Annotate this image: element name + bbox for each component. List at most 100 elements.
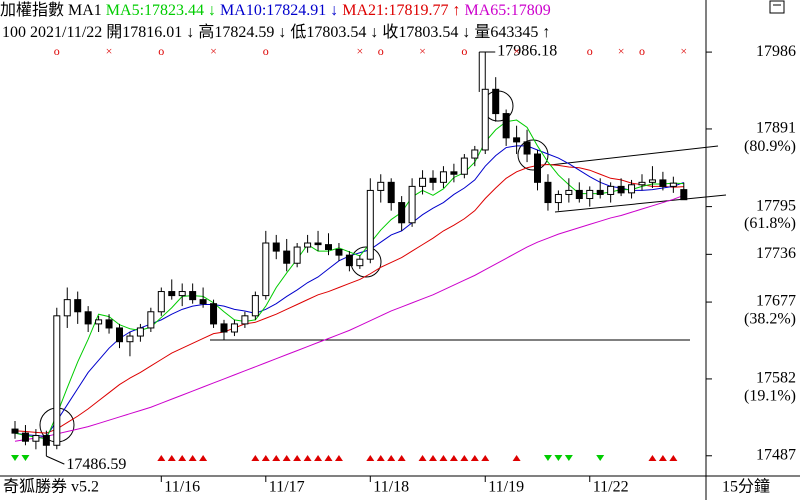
candle-body	[534, 153, 541, 183]
candle-body	[513, 137, 521, 143]
signal-marker: ×	[419, 44, 426, 58]
buy-signal	[366, 455, 375, 461]
legend-item: ↑	[453, 2, 461, 19]
annotation-leader	[46, 455, 65, 465]
candle-body	[596, 189, 604, 195]
candle-body	[377, 181, 385, 191]
candle-body	[502, 113, 510, 139]
candle-body	[638, 181, 646, 186]
candle-body	[272, 242, 280, 252]
candle-body	[680, 189, 688, 201]
buy-signal	[199, 455, 208, 461]
candle-body	[11, 428, 19, 434]
trend-line	[554, 194, 727, 213]
signal-marker: o	[461, 44, 467, 58]
signal-marker: o	[158, 44, 164, 58]
x-tick-label: 11/17	[269, 479, 305, 496]
annotation-low: 17486.59	[66, 456, 126, 473]
x-tick-label: 11/18	[373, 479, 409, 496]
buy-signal	[167, 455, 176, 461]
footer-right: 15分鐘	[722, 478, 770, 496]
candle-body	[220, 323, 228, 333]
fib-label: (80.9%)	[744, 138, 796, 155]
candle-body	[669, 182, 677, 187]
buy-signal	[272, 455, 281, 461]
buy-signal	[261, 455, 270, 461]
candle-body	[554, 193, 562, 204]
buy-signal	[470, 455, 479, 461]
sell-signal	[596, 455, 605, 461]
buy-signal	[397, 455, 406, 461]
buy-signal	[418, 455, 427, 461]
legend-item: 加權指數 MA1	[0, 1, 102, 19]
candle-body	[345, 254, 353, 267]
y-tick-label: 17487	[756, 446, 796, 463]
candle-body	[617, 185, 625, 194]
buy-signal	[303, 455, 312, 461]
sell-signal	[21, 455, 30, 461]
window-button[interactable]	[769, 0, 785, 14]
candle-body	[157, 291, 165, 313]
candle-body	[199, 299, 207, 305]
buy-signal	[334, 455, 343, 461]
info-item: 量643345	[474, 24, 538, 41]
signal-marker: o	[263, 44, 269, 58]
info-item: 高17824.59	[198, 23, 274, 41]
candle-body	[105, 319, 113, 329]
buy-signal	[669, 455, 678, 461]
candle-body	[419, 177, 427, 187]
legend-item: ↓	[208, 2, 216, 19]
candle-body	[492, 88, 500, 115]
signal-marker: ×	[680, 44, 687, 58]
info-item: 100 2021/11/22	[2, 24, 102, 41]
buy-signal	[387, 455, 396, 461]
candle-body	[262, 242, 270, 297]
legend-item: ↓	[330, 2, 338, 19]
candle-body	[304, 242, 312, 248]
candle-body	[544, 181, 552, 204]
signal-marker: o	[378, 44, 384, 58]
candle-body	[450, 171, 458, 175]
candle-body	[314, 242, 322, 246]
candle-body	[168, 291, 176, 297]
candle-body	[147, 311, 155, 329]
y-tick-label: 17736	[756, 245, 796, 262]
header-row-1: 加權指數 MA1 MA5:17823.44 ↓ MA10:17824.91 ↓ MA21:…	[0, 1, 551, 19]
footer-left: 奇狐勝券 v5.2	[3, 478, 99, 496]
candle-body	[429, 177, 437, 183]
buy-signal	[293, 455, 302, 461]
fib-label: (19.1%)	[744, 388, 796, 405]
x-tick-label: 11/22	[593, 479, 629, 496]
candle-body	[471, 149, 479, 159]
candle-body	[439, 171, 447, 183]
candle-body	[481, 88, 489, 151]
info-item: 開17816.01	[106, 24, 182, 41]
legend-item: MA65:17809	[465, 2, 551, 19]
buy-signal	[658, 455, 667, 461]
x-tick-label: 11/16	[164, 479, 200, 496]
candle-body	[74, 299, 82, 313]
info-item: ↑	[542, 24, 550, 41]
candle-body	[251, 295, 259, 317]
candle-body	[460, 157, 468, 175]
buy-signal	[512, 455, 521, 461]
candle-body	[32, 435, 40, 442]
buy-signal	[314, 455, 323, 461]
signal-marker: ×	[618, 44, 625, 58]
buy-signal	[429, 455, 437, 461]
candle-body	[178, 291, 186, 297]
buy-signal	[282, 455, 291, 461]
signal-marker: ×	[356, 44, 363, 58]
candle-body	[126, 335, 134, 343]
candle-body	[42, 435, 50, 446]
ma-line	[14, 194, 684, 442]
drawings	[39, 90, 727, 443]
fib-label: (61.8%)	[744, 215, 796, 232]
signal-marker: o	[587, 44, 593, 58]
candle-body	[241, 315, 249, 325]
sell-signal	[11, 455, 19, 461]
info-item: ↓	[370, 24, 378, 41]
candle-body	[366, 189, 374, 260]
